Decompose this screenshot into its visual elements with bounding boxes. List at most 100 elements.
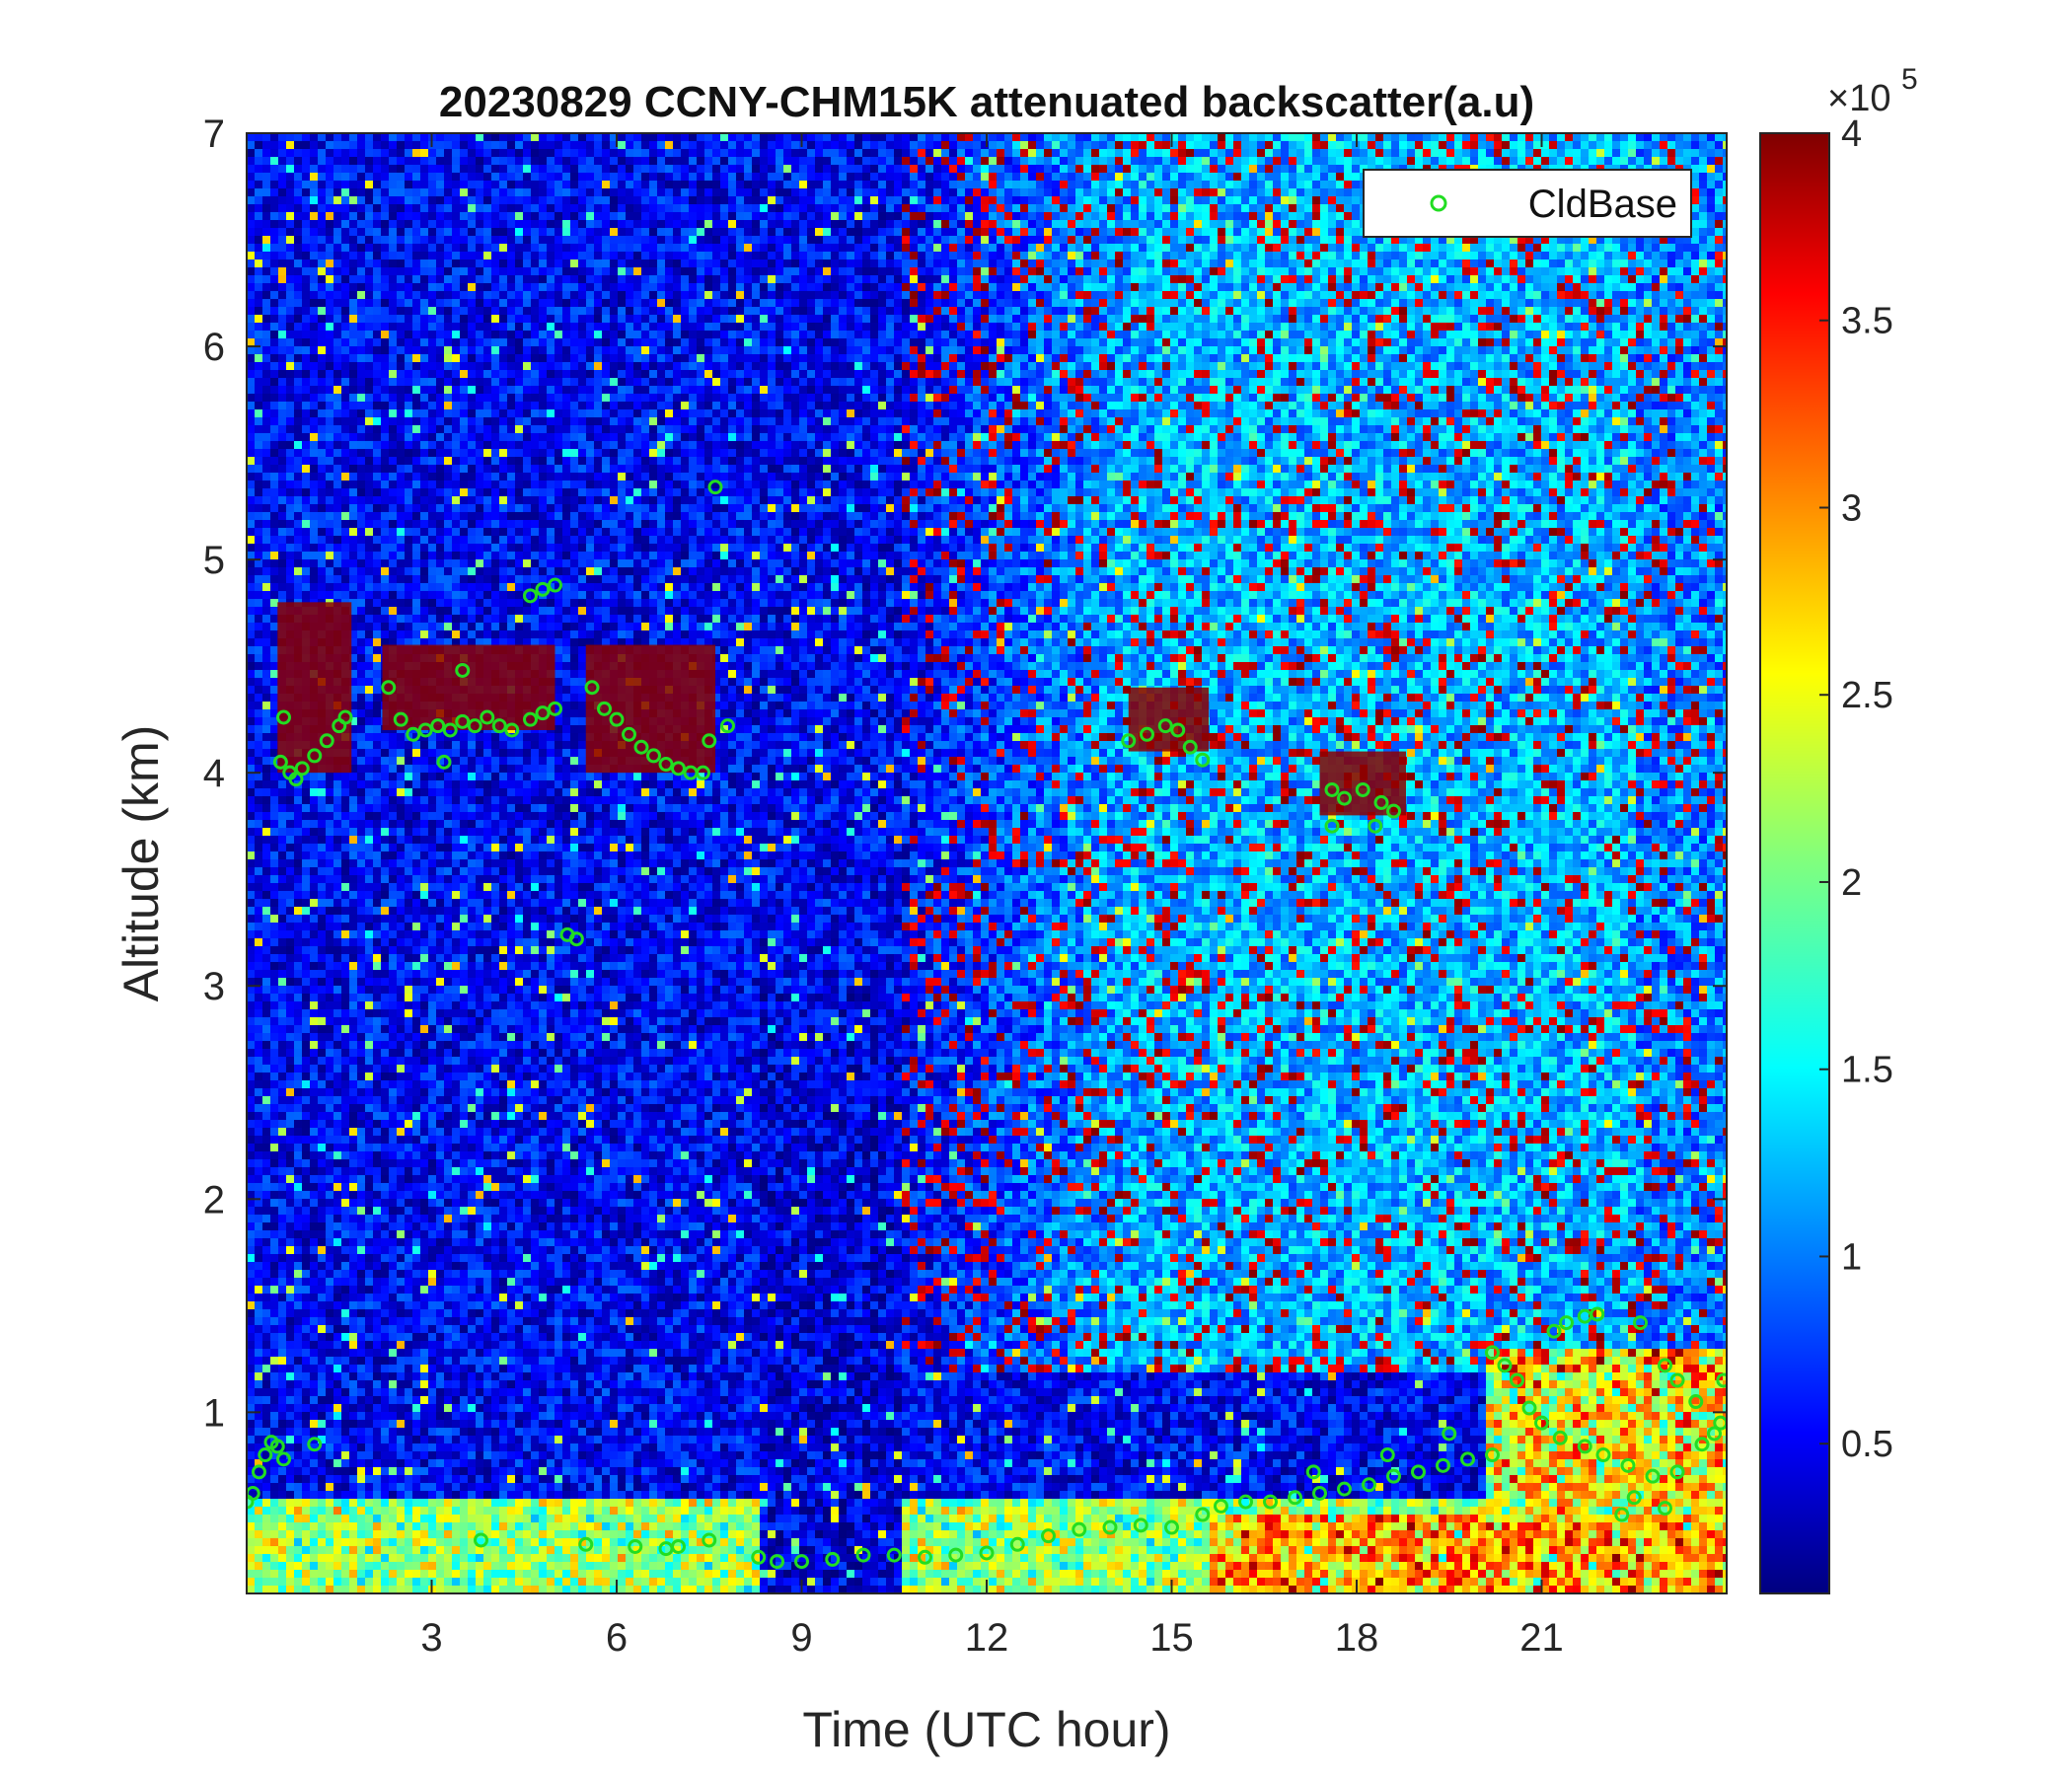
y-tick-label: 2	[203, 1178, 225, 1221]
x-tick-label: 18	[1335, 1616, 1379, 1660]
cldbase-point	[1590, 1306, 1605, 1322]
cldbase-point	[1460, 1451, 1475, 1467]
cldbase-point	[1716, 1372, 1727, 1388]
y-axis: 1 2 3 4 5 6 7	[203, 112, 1727, 1435]
cldbase-point	[1379, 1447, 1395, 1463]
cldbase-point	[702, 1532, 717, 1548]
cldbase-point	[1009, 1536, 1025, 1552]
cldbase-point	[1238, 1494, 1253, 1510]
cloud-feature-0	[277, 602, 352, 774]
cldbase-point	[1669, 1464, 1685, 1480]
cldbase-point	[1497, 1358, 1513, 1373]
cldbase-point	[455, 662, 471, 678]
cldbase-point	[1312, 1485, 1327, 1501]
cldbase-point	[633, 739, 649, 755]
cldbase-point	[1614, 1507, 1630, 1522]
cldbase-point	[548, 701, 562, 716]
cldbase-point	[628, 1538, 643, 1554]
cldbase-point	[1386, 803, 1401, 819]
cldbase-point	[1102, 1519, 1118, 1535]
cldbase-point	[406, 726, 421, 742]
cldbase-point	[1195, 1507, 1211, 1522]
x-tick-label: 21	[1519, 1616, 1564, 1660]
y-tick-label: 6	[203, 326, 225, 369]
cldbase-point	[979, 1545, 995, 1561]
cldbase-point	[1485, 1447, 1500, 1463]
legend: CldBase	[1363, 169, 1692, 238]
cldbase-point	[751, 1549, 767, 1565]
cldbase-point	[1072, 1521, 1087, 1537]
cldbase-point	[1688, 1394, 1704, 1410]
cldbase-point	[1626, 1490, 1642, 1506]
cldbase-point	[474, 1532, 488, 1548]
cldbase-point	[568, 931, 584, 947]
cldbase-point	[855, 1547, 871, 1563]
x-tick-label: 12	[965, 1616, 1009, 1660]
cldbase-point	[337, 709, 353, 725]
cldbase-point	[1510, 1372, 1524, 1388]
cldbase-point	[1337, 790, 1352, 806]
colorbar-tick-label: 0.5	[1841, 1424, 1893, 1465]
colorbar-ticks: 0.5 1 1.5 2 2.5 3 3.5 4	[1819, 113, 1893, 1465]
plot-area	[247, 133, 1727, 1593]
cldbase-point	[1534, 1415, 1549, 1431]
cldbase-series	[247, 480, 1727, 1570]
y-tick-label: 4	[203, 752, 225, 795]
cldbase-point	[1195, 752, 1211, 768]
cldbase-point	[1521, 1400, 1537, 1416]
cldbase-point	[269, 1439, 285, 1454]
legend-box	[1363, 169, 1692, 238]
cldbase-point	[886, 1547, 902, 1563]
cldbase-point	[307, 748, 323, 764]
cldbase-point	[455, 713, 471, 729]
colorbar-tick-label: 4	[1841, 113, 1862, 155]
cldbase-point	[258, 1447, 273, 1463]
colorbar-tick-label: 2.5	[1841, 675, 1893, 716]
cldbase-point	[247, 1494, 255, 1510]
cldbase-point	[578, 1536, 594, 1552]
colorbar-exponent-power: 5	[1901, 63, 1918, 96]
cldbase-point	[707, 480, 723, 495]
cldbase-point	[597, 701, 612, 716]
colorbar-exponent: ×10	[1827, 78, 1890, 119]
cldbase-point	[646, 748, 661, 764]
cldbase-point	[1645, 1468, 1661, 1484]
colorbar-tick-label: 1.5	[1841, 1050, 1893, 1091]
cloud-feature-1	[382, 644, 555, 730]
cldbase-point	[1288, 1490, 1302, 1506]
cldbase-point	[1157, 718, 1173, 734]
cldbase-point	[1633, 1315, 1648, 1331]
cldbase-point	[948, 1547, 964, 1563]
x-tick-label: 6	[606, 1616, 628, 1660]
cldbase-point	[1164, 1519, 1179, 1535]
cldbase-point	[381, 680, 397, 696]
legend-label-cldbase: CldBase	[1528, 183, 1677, 226]
cldbase-point	[1305, 1464, 1321, 1480]
cldbase-point	[1324, 781, 1340, 797]
x-axis: 3 6 9 12 15 18 21	[420, 133, 1564, 1660]
x-axis-label: Time (UTC hour)	[802, 1702, 1170, 1757]
cldbase-point	[696, 765, 710, 780]
cldbase-point	[1620, 1457, 1636, 1473]
cldbase-point	[1485, 1345, 1500, 1361]
cldbase-point	[1442, 1426, 1457, 1442]
y-tick-label: 3	[203, 965, 225, 1008]
cldbase-point	[1436, 1457, 1450, 1473]
cldbase-point	[535, 705, 551, 721]
cldbase-point	[1170, 722, 1186, 738]
cldbase-point	[294, 761, 310, 777]
cldbase-point	[252, 1464, 266, 1480]
cldbase-point	[393, 711, 408, 727]
x-tick-label: 3	[420, 1616, 442, 1660]
cldbase-point	[535, 581, 551, 597]
cldbase-point	[523, 711, 538, 727]
cldbase-point	[1373, 794, 1389, 810]
cldbase-point	[276, 709, 291, 725]
x-tick-label: 9	[790, 1616, 812, 1660]
cldbase-point	[1658, 1358, 1672, 1373]
cldbase-point	[609, 711, 625, 727]
cldbase-point	[1411, 1464, 1426, 1480]
cldbase-point	[1133, 1517, 1148, 1533]
colorbar-tick-label: 3.5	[1841, 301, 1893, 342]
